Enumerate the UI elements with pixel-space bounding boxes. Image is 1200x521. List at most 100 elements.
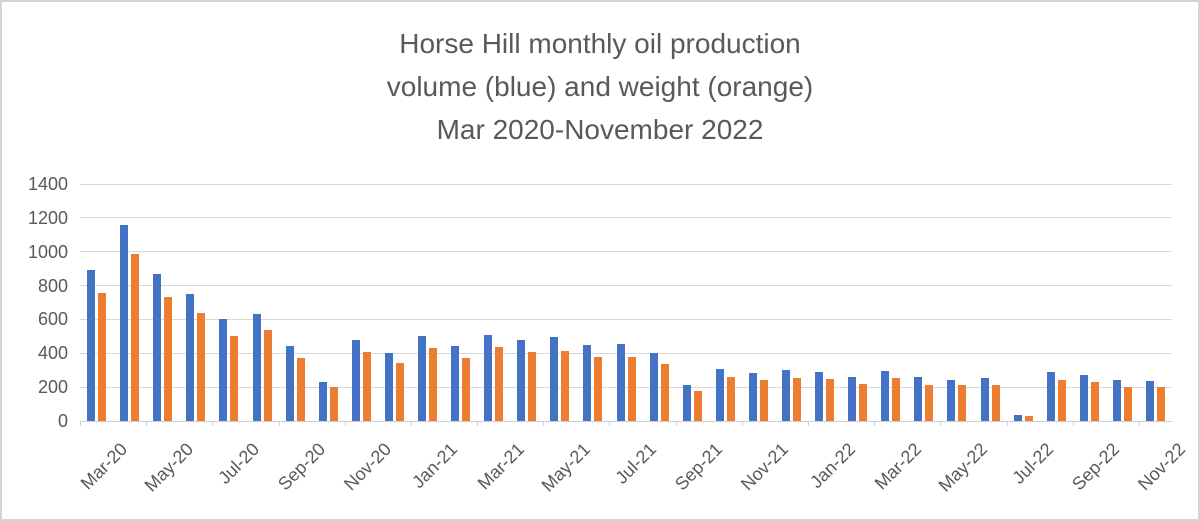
bar-weight-Oct-22 (1123, 387, 1132, 421)
x-axis: Mar-20 May-20 Jul-20 Sep-20 Nov-20 Jan-21 Mar-… (76, 421, 1189, 519)
x-axis-tick (212, 421, 214, 426)
bar-volume-Apr-20 (120, 224, 129, 421)
x-axis-tick (80, 421, 81, 426)
bar-weight-Oct-21 (726, 377, 735, 421)
x-tick-label-Sep-22: Sep-22 (1068, 439, 1124, 495)
bar-volume-Feb-22 (848, 377, 857, 421)
x-tick-label-Jul-20: Jul-20 (214, 439, 264, 488)
bar-weight-Jul-22 (1024, 415, 1033, 421)
bar-volume-Sep-20 (285, 345, 294, 421)
bar-weight-Jan-21 (428, 348, 437, 421)
x-axis-tick (874, 421, 876, 426)
bar-weight-Aug-20 (263, 330, 272, 421)
x-axis-tick (543, 421, 545, 426)
bar-weight-Sep-21 (693, 391, 702, 421)
bar-weight-Apr-21 (528, 352, 537, 421)
gridline-200 (80, 386, 1172, 388)
bar-weight-Dec-20 (395, 363, 404, 421)
bar-volume-Mar-20 (87, 270, 96, 421)
bar-weight-Dec-21 (792, 377, 801, 421)
x-tick-label-Jan-21: Jan-21 (408, 439, 462, 493)
bar-weight-Jun-20 (197, 312, 206, 421)
bar-volume-Jun-22 (980, 377, 989, 421)
x-axis-tick (477, 421, 479, 426)
bar-volume-Jan-21 (417, 336, 426, 421)
bar-weight-Sep-22 (1090, 382, 1099, 421)
chart-title-line-1: Horse Hill monthly oil production (399, 28, 801, 59)
bar-weight-Mar-22 (892, 377, 901, 421)
bar-weight-Jun-22 (991, 384, 1000, 421)
y-tick-label-600: 600 (37, 309, 68, 330)
x-axis-tick (146, 421, 148, 426)
bar-volume-Sep-21 (682, 384, 691, 421)
x-tick-label-Nov-21: Nov-21 (737, 439, 793, 495)
bar-weight-May-20 (164, 296, 173, 421)
bar-volume-Oct-21 (715, 368, 724, 421)
x-tick-label-Nov-20: Nov-20 (340, 439, 396, 495)
x-axis-tick (741, 421, 743, 426)
bar-volume-Dec-21 (781, 370, 790, 421)
bar-volume-Nov-20 (351, 339, 360, 421)
x-axis-tick (1006, 421, 1008, 426)
bar-volume-Apr-21 (517, 339, 526, 421)
bar-volume-Jun-21 (583, 344, 592, 421)
bar-weight-Jan-22 (826, 378, 835, 421)
bar-weight-Mar-20 (98, 293, 107, 421)
bar-volume-May-22 (947, 379, 956, 421)
bar-weight-Nov-22 (1156, 387, 1165, 421)
chart-title-line-2: volume (blue) and weight (orange) (386, 71, 814, 102)
bar-volume-Mar-22 (881, 371, 890, 421)
bar-volume-Mar-21 (484, 334, 493, 421)
chart-title: Horse Hill monthly oil production volume… (2, 22, 1198, 151)
bar-volume-May-21 (550, 337, 559, 421)
y-axis: 0 200 400 600 800 1000 1200 1400 (2, 2, 72, 519)
bar-volume-Jul-22 (1013, 415, 1022, 421)
x-axis-line (80, 421, 1172, 422)
gridline-1000 (80, 251, 1172, 253)
bar-volume-Jul-20 (219, 319, 228, 421)
gridline-800 (80, 285, 1172, 287)
bar-weight-Feb-21 (462, 358, 471, 421)
bar-weight-Jul-21 (627, 356, 636, 421)
x-tick-label-Mar-21: Mar-21 (473, 439, 528, 494)
x-axis-tick (410, 421, 412, 426)
plot-area (80, 183, 1172, 426)
bar-volume-Aug-22 (1046, 371, 1055, 421)
x-tick-label-May-20: May-20 (140, 439, 197, 496)
bar-weight-Aug-21 (660, 364, 669, 421)
bar-weight-Sep-20 (296, 357, 305, 421)
bar-weight-Apr-22 (925, 384, 934, 421)
bar-weight-Feb-22 (859, 383, 868, 421)
y-tick-label-0: 0 (57, 411, 68, 431)
x-axis-tick (1072, 421, 1074, 426)
bar-weight-Mar-21 (495, 346, 504, 421)
y-tick-label-200: 200 (37, 377, 68, 398)
x-tick-label-Sep-20: Sep-20 (274, 439, 330, 495)
bar-volume-Jul-21 (616, 343, 625, 421)
bar-weight-Jun-21 (594, 356, 603, 421)
gridline-600 (80, 318, 1172, 320)
x-axis-tick (278, 421, 280, 426)
bar-volume-Oct-22 (1112, 380, 1121, 421)
bar-volume-Nov-22 (1145, 381, 1154, 421)
y-tick-label-1400: 1400 (27, 174, 68, 194)
bar-weight-Oct-20 (329, 387, 338, 421)
y-tick-label-1000: 1000 (27, 241, 68, 262)
bar-weight-Aug-22 (1057, 380, 1066, 421)
gridline-1200 (80, 217, 1172, 219)
y-tick-label-800: 800 (37, 275, 68, 296)
x-tick-label-Mar-20: Mar-20 (76, 439, 131, 494)
x-tick-label-May-21: May-21 (537, 439, 594, 496)
x-axis-tick (675, 421, 677, 426)
x-tick-label-Jan-22: Jan-22 (805, 439, 859, 493)
bar-weight-Nov-21 (759, 380, 768, 421)
x-axis-tick (344, 421, 346, 426)
bar-volume-Oct-20 (318, 382, 327, 421)
bar-weight-May-22 (958, 385, 967, 421)
gridline-1400 (80, 183, 1172, 185)
bar-volume-Jan-22 (815, 371, 824, 421)
bar-volume-Sep-22 (1079, 375, 1088, 421)
x-axis-tick (940, 421, 942, 426)
bar-volume-Aug-20 (252, 313, 261, 421)
bar-volume-Aug-21 (649, 353, 658, 421)
